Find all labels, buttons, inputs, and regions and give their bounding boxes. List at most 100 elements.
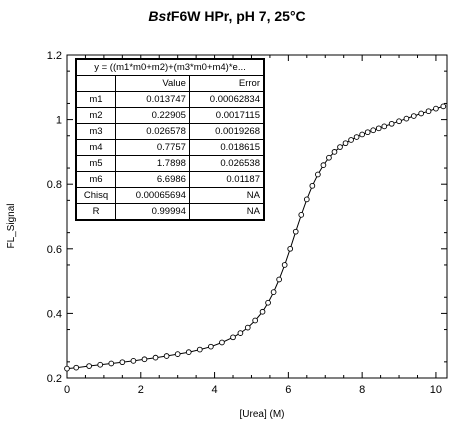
chart-title: BstF6W HPr, pH 7, 25°C <box>0 8 454 24</box>
data-point <box>410 113 417 119</box>
param-value: 6.6986 <box>115 171 190 188</box>
header-blank <box>75 75 116 92</box>
data-point <box>281 262 288 268</box>
data-point <box>86 363 92 369</box>
plot-frame <box>66 54 448 379</box>
data-point <box>119 359 126 366</box>
fit-equation: y = ((m1*m0+m2)+(m3*m0+m4)*e... <box>75 58 265 76</box>
data-point <box>309 182 316 189</box>
data-point <box>403 115 410 122</box>
param-error: 0.026538 <box>188 155 265 172</box>
data-point <box>359 131 365 138</box>
data-point <box>292 228 299 235</box>
data-point <box>108 360 115 367</box>
plot-axes <box>66 54 448 379</box>
param-label: m2 <box>75 107 116 124</box>
data-point <box>326 154 332 161</box>
x-tick-label: 4 <box>212 384 218 396</box>
title-italic-part: Bst <box>148 8 171 24</box>
table-row: m5 1.7898 0.026538 <box>75 155 265 172</box>
y-tick-label: 1 <box>56 115 62 127</box>
data-point <box>259 308 266 315</box>
data-point <box>64 365 70 372</box>
fit-parameters-table: y = ((m1*m0+m2)+(m3*m0+m4)*e... Value Er… <box>75 58 265 221</box>
table-row: m3 0.026578 0.0019268 <box>75 123 265 140</box>
data-point <box>163 353 170 359</box>
param-error: NA <box>188 187 265 204</box>
table-row: Chisq 0.00065694 NA <box>75 187 265 204</box>
param-label: m4 <box>75 139 116 156</box>
data-point <box>73 364 80 371</box>
title-rest: F6W HPr, pH 7, 25°C <box>170 8 306 24</box>
table-row: m2 0.22905 0.0017115 <box>75 107 265 124</box>
param-error: NA <box>188 203 265 221</box>
param-value: 0.013747 <box>115 91 190 108</box>
header-row: Value Error <box>75 75 265 92</box>
table-row: m1 0.013747 0.00062834 <box>75 91 265 108</box>
data-point <box>348 137 354 143</box>
data-point <box>141 356 148 363</box>
data-point <box>298 212 305 218</box>
data-point <box>130 358 137 364</box>
tick-labels: 0 2 4 6 8 10 0.2 0.4 0.6 0.8 1 1.2 <box>47 50 442 396</box>
param-value: 0.99994 <box>115 203 190 221</box>
x-tick-label: 6 <box>285 384 291 396</box>
data-point <box>270 289 277 295</box>
data-point <box>425 108 432 115</box>
param-error: 0.018615 <box>188 139 265 156</box>
data-point <box>337 144 343 150</box>
data-point <box>97 361 104 368</box>
data-point <box>440 103 447 110</box>
data-point <box>276 276 282 283</box>
param-value: 0.00065694 <box>115 187 190 204</box>
param-label: R <box>75 203 116 221</box>
x-tick-label: 2 <box>138 384 144 396</box>
data-point <box>185 349 192 356</box>
data-point <box>287 245 294 252</box>
data-point <box>265 299 271 306</box>
header-error: Error <box>188 75 265 92</box>
data-point <box>244 324 251 331</box>
param-error: 0.0017115 <box>188 107 265 124</box>
param-value: 0.026578 <box>115 123 190 140</box>
param-label: Chisq <box>75 187 116 204</box>
y-tick-label: 0.2 <box>47 373 62 385</box>
data-point <box>152 354 159 361</box>
data-point <box>388 120 395 127</box>
y-tick-label: 0.6 <box>47 244 62 256</box>
header-value: Value <box>115 75 190 92</box>
x-tick-label: 8 <box>359 384 365 396</box>
data-points-layer <box>64 103 447 372</box>
param-value: 0.7757 <box>115 139 190 156</box>
y-tick-label: 0.8 <box>47 179 62 191</box>
x-tick-label: 10 <box>430 384 442 396</box>
param-error: 0.01187 <box>188 171 265 188</box>
param-value: 1.7898 <box>115 155 190 172</box>
table-row: m4 0.7757 0.018615 <box>75 139 265 156</box>
param-label: m6 <box>75 171 116 188</box>
data-point <box>320 162 327 168</box>
data-point <box>174 351 181 357</box>
data-point <box>315 171 321 178</box>
data-point <box>331 149 338 155</box>
x-axis-label: [Urea] (M) <box>240 409 285 420</box>
data-point <box>375 125 382 132</box>
table-row: m6 6.6986 0.01187 <box>75 171 265 188</box>
param-label: m1 <box>75 91 116 108</box>
param-label: m3 <box>75 123 116 140</box>
data-point <box>433 105 439 112</box>
data-point <box>252 317 259 324</box>
data-point <box>303 196 310 203</box>
x-tick-label: 0 <box>64 384 70 396</box>
data-point <box>208 343 214 350</box>
y-axis-label: FL_Signal <box>6 203 17 248</box>
y-tick-label: 1.2 <box>47 50 62 62</box>
data-point <box>364 129 371 136</box>
data-point <box>370 127 377 134</box>
table-row: R 0.99994 NA <box>75 203 265 221</box>
data-point <box>396 118 402 125</box>
data-point <box>219 339 225 346</box>
data-point <box>196 346 203 353</box>
param-label: m5 <box>75 155 116 172</box>
